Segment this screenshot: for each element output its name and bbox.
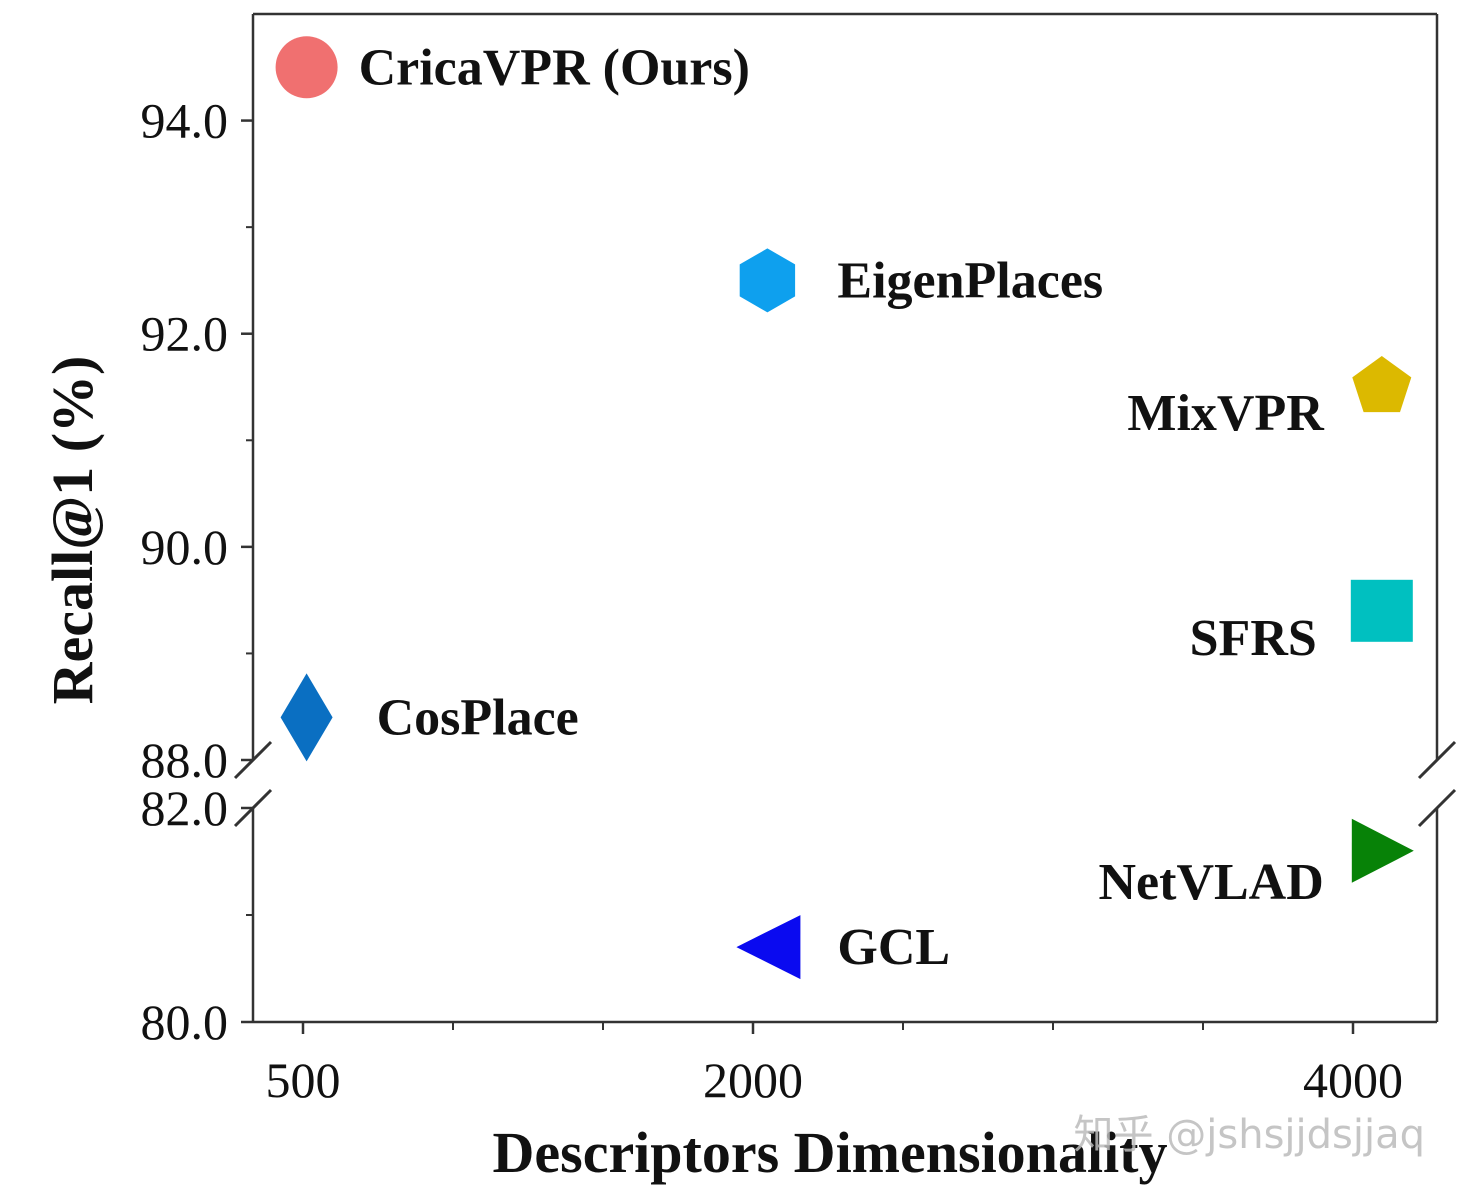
y-tick-label: 94.0 [141, 93, 229, 149]
y-tick-label: 88.0 [141, 732, 229, 788]
marker-cosplace [280, 673, 333, 762]
point-label: CosPlace [377, 689, 579, 746]
data-points: CricaVPR (Ours) EigenPlaces MixVPR SFRS CosP… [275, 36, 1414, 980]
x-tick-label: 500 [266, 1052, 341, 1108]
point-label: NetVLAD [1099, 854, 1324, 911]
point-label: SFRS [1190, 610, 1317, 667]
axes: 94.0 92.0 90.0 88.082.0 80.0 500 2000 4000 [141, 12, 1457, 1108]
point-label: CricaVPR (Ours) [359, 39, 750, 96]
marker-mixvpr [1352, 356, 1412, 413]
marker-cricavpr-ours [275, 36, 338, 99]
y-tick-label: 80.0 [141, 994, 229, 1050]
x-tick-label: 4000 [1303, 1052, 1403, 1108]
marker-eigenplaces [739, 248, 796, 313]
marker-netvlad [1351, 818, 1414, 883]
axis-break-mark [1417, 740, 1457, 780]
point-label: EigenPlaces [837, 252, 1103, 309]
x-tick-label: 2000 [703, 1052, 803, 1108]
marker-gcl [736, 915, 801, 980]
watermark: 知乎 @jshsjjdsjjaq [1074, 1112, 1425, 1158]
axis-break-mark [1417, 788, 1457, 828]
point-label: MixVPR [1127, 385, 1325, 442]
point-label: GCL [837, 919, 950, 976]
y-tick-label: 82.0 [141, 780, 229, 836]
marker-sfrs [1350, 579, 1413, 642]
y-tick-label: 90.0 [141, 519, 229, 575]
x-axis-title: Descriptors Dimensionality [493, 1120, 1168, 1185]
y-tick-label: 92.0 [141, 306, 229, 362]
y-axis-title: Recall@1 (%) [40, 356, 105, 705]
